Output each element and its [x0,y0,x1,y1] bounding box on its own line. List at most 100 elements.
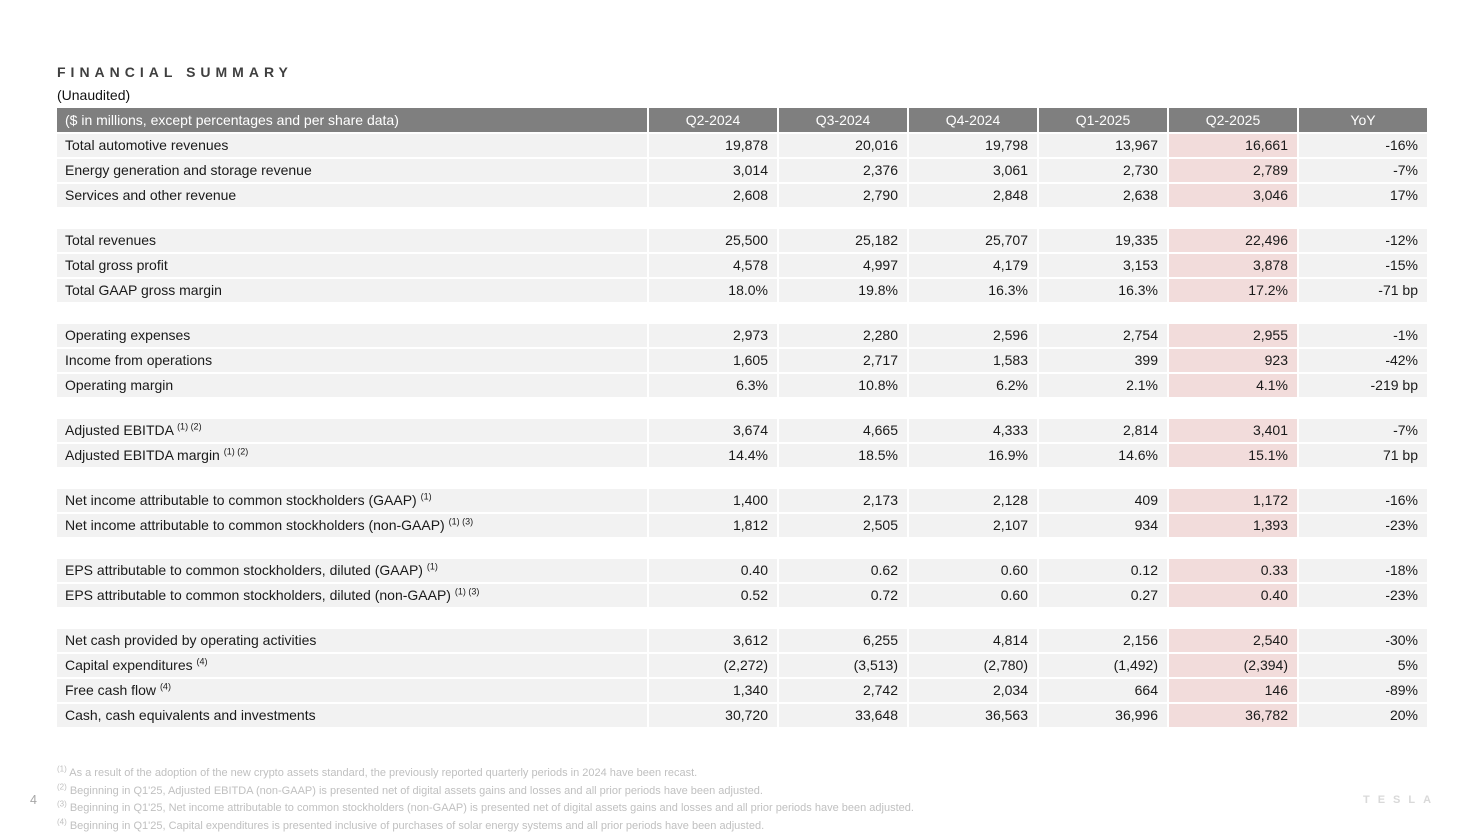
cell-value: -1% [1299,324,1427,347]
footnote-marker: (1) [57,764,67,774]
cell-value: 2,789 [1169,159,1297,182]
cell-value: 2,034 [909,679,1037,702]
footnote: (2) Beginning in Q1'25, Adjusted EBITDA … [57,781,763,797]
cell-value: 2.1% [1039,374,1167,397]
table-row: Operating expenses 2,973 2,280 2,596 2,754 2,… [57,324,1427,347]
cell-value: 20% [1299,704,1427,727]
row-label: Operating expenses [57,324,647,347]
table-row: Total gross profit 4,578 4,997 4,179 3,153 3,… [57,254,1427,277]
table-row: Adjusted EBITDA margin (1) (2) 14.4% 18.5%… [57,444,1427,467]
footnote-marker: (3) [57,799,67,809]
cell-value: 36,782 [1169,704,1297,727]
cell-value: 0.27 [1039,584,1167,607]
cell-value: 2,156 [1039,629,1167,652]
cell-value: 25,182 [779,229,907,252]
table-row: EPS attributable to common stockholders,… [57,584,1427,607]
cell-value: 17% [1299,184,1427,207]
cell-value: 3,612 [649,629,777,652]
cell-value: 3,401 [1169,419,1297,442]
cell-value: 15.1% [1169,444,1297,467]
cell-value: 16.9% [909,444,1037,467]
cell-value: 18.5% [779,444,907,467]
cell-value: 1,812 [649,514,777,537]
cell-value: 3,878 [1169,254,1297,277]
cell-value: 0.60 [909,559,1037,582]
column-header-q2-2025: Q2-2025 [1169,108,1297,132]
cell-value: 16,661 [1169,134,1297,157]
cell-value: 4,997 [779,254,907,277]
row-label: Operating margin [57,374,647,397]
cell-value: 2,596 [909,324,1037,347]
cell-value: 18.0% [649,279,777,302]
cell-value: 36,563 [909,704,1037,727]
cell-value: 4,333 [909,419,1037,442]
row-label: Total gross profit [57,254,647,277]
footnote-marker: (1) (2) [223,446,249,457]
cell-value: 2,955 [1169,324,1297,347]
cell-value: 10.8% [779,374,907,397]
cell-value: 0.72 [779,584,907,607]
cell-value: 25,707 [909,229,1037,252]
cell-value: 36,996 [1039,704,1167,727]
column-header-q1-2025: Q1-2025 [1039,108,1167,132]
row-label: Net income attributable to common stockh… [57,514,647,537]
table-header-label: ($ in millions, except percentages and p… [57,108,647,132]
table-row: Total revenues 25,500 25,182 25,707 19,335 22… [57,229,1427,252]
cell-value: 14.4% [649,444,777,467]
footnote-marker: (1) (3) [454,586,480,597]
row-group: Adjusted EBITDA (1) (2) 3,674 4,665 4,333 2,… [57,419,1427,467]
footnote: (4) Beginning in Q1'25, Capital expendit… [57,816,765,832]
footnote-marker: (1) (3) [448,516,474,527]
cell-value: 2,540 [1169,629,1297,652]
column-header-q3-2024: Q3-2024 [779,108,907,132]
cell-value: 3,153 [1039,254,1167,277]
cell-value: 1,172 [1169,489,1297,512]
cell-value: 20,016 [779,134,907,157]
cell-value: 3,014 [649,159,777,182]
cell-value: 2,814 [1039,419,1167,442]
cell-value: 71 bp [1299,444,1427,467]
cell-value: 2,376 [779,159,907,182]
cell-value: 2,790 [779,184,907,207]
row-label: Net income attributable to common stockh… [57,489,647,512]
footnote-marker: (1) [426,561,438,572]
cell-value: 14.6% [1039,444,1167,467]
row-label: Net cash provided by operating activitie… [57,629,647,652]
cell-value: 6.3% [649,374,777,397]
cell-value: -18% [1299,559,1427,582]
table-row: Cash, cash equivalents and investments 30… [57,704,1427,727]
cell-value: (2,394) [1169,654,1297,677]
cell-value: 2,848 [909,184,1037,207]
cell-value: 5% [1299,654,1427,677]
footnote-marker: (1) (2) [177,421,202,432]
cell-value: 3,046 [1169,184,1297,207]
cell-value: 409 [1039,489,1167,512]
cell-value: 2,107 [909,514,1037,537]
cell-value: 146 [1169,679,1297,702]
cell-value: 16.3% [909,279,1037,302]
row-group: Operating expenses 2,973 2,280 2,596 2,754 2,… [57,324,1427,397]
footnote: (1) As a result of the adoption of the n… [57,764,698,779]
cell-value: 2,505 [779,514,907,537]
column-header-q4-2024: Q4-2024 [909,108,1037,132]
table-row: Total GAAP gross margin 18.0% 19.8% 16.3% 16… [57,279,1427,302]
row-label: Total automotive revenues [57,134,647,157]
cell-value: 399 [1039,349,1167,372]
cell-value: 19,335 [1039,229,1167,252]
cell-value: 17.2% [1169,279,1297,302]
row-label: EPS attributable to common stockholders,… [57,559,647,582]
cell-value: 2,742 [779,679,907,702]
cell-value: 3,061 [909,159,1037,182]
cell-value: -15% [1299,254,1427,277]
table-row: Net income attributable to common stockh… [57,489,1427,512]
table-row: Net cash provided by operating activitie… [57,629,1427,652]
row-label: Adjusted EBITDA margin (1) (2) [57,444,647,467]
cell-value: 2,128 [909,489,1037,512]
cell-value: 2,973 [649,324,777,347]
cell-value: 0.60 [909,584,1037,607]
row-label: Cash, cash equivalents and investments [57,704,647,727]
cell-value: 4,578 [649,254,777,277]
cell-value: (1,492) [1039,654,1167,677]
table-row: Energy generation and storage revenue 3,0… [57,159,1427,182]
footnote-marker: (1) [420,491,432,502]
